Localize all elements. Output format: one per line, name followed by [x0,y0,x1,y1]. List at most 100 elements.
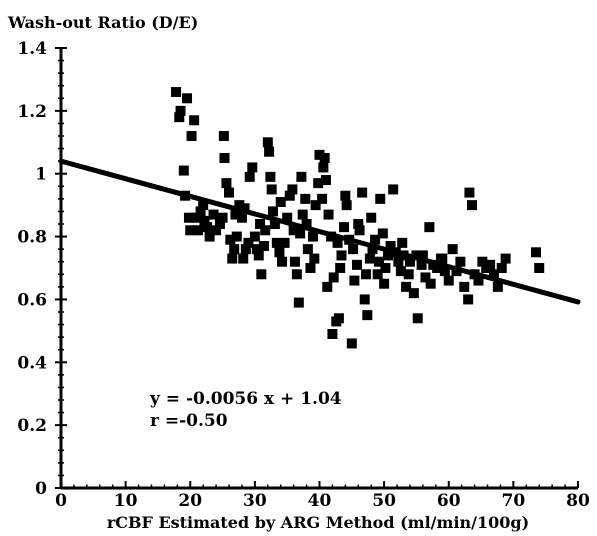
data-point [448,244,458,254]
x-tick-label: 0 [55,491,67,511]
y-tick-label: 1.2 [17,102,47,122]
data-point [349,276,359,286]
data-point [324,210,334,220]
data-point [409,288,419,298]
data-point [424,222,434,232]
data-point [531,247,541,257]
data-point [327,329,337,339]
data-point [263,137,273,147]
x-axis-title: rCBF Estimated by ARG Method (ml/min/100… [107,513,529,532]
data-point [397,238,407,248]
data-point [365,254,375,264]
data-point [360,294,370,304]
data-point [347,338,357,348]
data-point [256,269,266,279]
data-point [534,263,544,273]
data-point [340,191,350,201]
data-point [300,194,310,204]
data-point [232,232,242,242]
data-point [179,166,189,176]
data-point [413,313,423,323]
data-point [352,260,362,270]
x-tick-label: 20 [178,491,202,511]
data-point [264,147,274,157]
data-point [444,276,454,286]
data-point [202,222,212,232]
y-axis-title: Wash-out Ratio (D/E) [7,13,198,32]
data-point [298,210,308,220]
data-point [459,282,469,292]
x-tick-label: 70 [502,491,526,511]
data-point [361,269,371,279]
data-point [318,162,328,172]
data-point [342,200,352,210]
data-point [280,238,290,248]
data-point [247,162,257,172]
data-point [321,175,331,185]
data-point [463,294,473,304]
data-point [426,279,436,289]
data-point [245,172,255,182]
data-point [290,257,300,267]
data-point [187,131,197,141]
data-point [174,112,184,122]
data-point [379,279,389,289]
data-point [277,257,287,267]
data-point [362,310,372,320]
data-point [329,272,339,282]
data-point [254,250,264,260]
data-point [229,244,239,254]
data-point [497,263,507,273]
x-tick-label: 10 [114,491,138,511]
data-point [287,184,297,194]
y-tick-label: 0.2 [17,416,47,436]
data-point [238,254,248,264]
data-point [467,200,477,210]
data-point [378,228,388,238]
data-point [322,282,332,292]
data-point [224,188,234,198]
data-point [334,313,344,323]
data-point [501,254,511,264]
data-point [265,172,275,182]
data-point [209,210,219,220]
data-point [366,213,376,223]
data-point [294,298,304,308]
data-point [374,257,384,267]
y-tick-label: 0.8 [17,228,47,248]
data-point [250,232,260,242]
data-point [220,153,230,163]
data-point [219,131,229,141]
data-point [303,244,313,254]
x-tick-label: 50 [372,491,396,511]
correlation-coefficient: r =-0.50 [150,411,228,431]
x-tick-label: 30 [243,491,267,511]
x-tick-label: 80 [566,491,590,511]
data-point [309,254,319,264]
axis-ticks: 0 10 20 30 40 50 60 70 80 0 0.2 0.4 0.6 0.8 1 1.2 1.4 [17,39,590,511]
data-point [182,93,192,103]
data-point [267,184,277,194]
data-point [305,263,315,273]
data-point [193,225,203,235]
data-point [336,250,346,260]
data-point [320,153,330,163]
data-point [339,222,349,232]
data-point [255,219,265,229]
data-point [464,188,474,198]
data-point [218,213,228,223]
x-tick-label: 60 [437,491,461,511]
data-point [171,87,181,97]
regression-equation: y = -0.0056 x + 1.04 [149,389,342,409]
data-point [357,188,367,198]
y-tick-label: 0 [35,479,47,499]
data-point [404,269,414,279]
data-point [274,247,284,257]
y-tick-label: 1 [35,165,47,185]
data-point [335,263,345,273]
data-point [296,172,306,182]
data-point [348,244,358,254]
y-tick-label: 1.4 [17,39,47,59]
data-point [455,257,465,267]
